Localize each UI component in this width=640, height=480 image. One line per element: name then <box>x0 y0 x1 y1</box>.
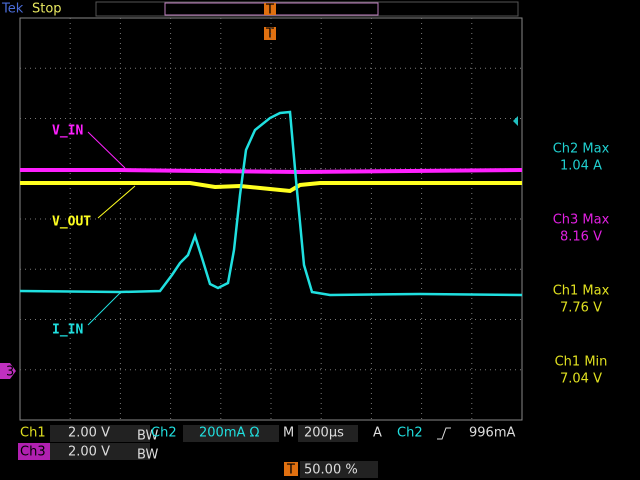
label-v-in: V_IN <box>52 124 83 139</box>
record-bar <box>95 1 519 17</box>
ch3-ref-marker: 3 <box>6 365 14 380</box>
ch3-ref-icon <box>0 363 16 379</box>
label-i-in: I_IN <box>52 323 83 338</box>
timebase-box <box>298 425 358 442</box>
timebase-scale: 200µs <box>304 426 344 441</box>
meas-label: Ch2 Max <box>553 142 610 157</box>
trigger-icon-top <box>264 3 276 15</box>
trigger-pos-value: 50.00 % <box>304 463 358 478</box>
ch2-scale: 200mA Ω <box>199 426 260 441</box>
ch3-name: Ch3 <box>20 445 46 460</box>
trace-i-in <box>19 110 523 297</box>
trace-v-in <box>20 168 523 175</box>
meas-value: 7.04 V <box>560 372 602 387</box>
timebase-name: M <box>283 426 294 441</box>
trigger-slope-icon <box>437 427 451 440</box>
ch2-name: Ch2 <box>151 426 177 441</box>
status-bar: Ch1 2.00 V BW Ch2 200mA Ω M 200µs A Ch2 … <box>18 425 515 478</box>
brand: Tek <box>1 2 24 17</box>
measurements: Ch2 Max 1.04 A Ch3 Max 8.16 V Ch1 Max 7.… <box>553 142 610 387</box>
trigger-source: Ch2 <box>397 426 423 441</box>
run-state: Stop <box>32 2 62 17</box>
trigger-pos-box <box>300 461 378 478</box>
label-v-out: V_OUT <box>52 215 91 230</box>
trigger-level-marker <box>513 116 518 126</box>
ch3-bw: BW <box>137 448 158 463</box>
trigger-mode: A <box>373 426 382 441</box>
trace-v-out <box>20 181 522 194</box>
meas-label: Ch1 Max <box>553 284 610 299</box>
meas-label: Ch1 Min <box>555 355 608 370</box>
ch3-scale: 2.00 V <box>68 445 110 460</box>
trigger-marker-top: T <box>265 3 274 18</box>
leader-v-in <box>87 131 126 169</box>
leader-i-in <box>87 292 121 326</box>
ch1-scale: 2.00 V <box>68 426 110 441</box>
ch3-name-box <box>18 443 50 460</box>
meas-value: 8.16 V <box>560 230 602 245</box>
trigger-pos-icon-box <box>284 462 298 476</box>
trigger-level: 996mA <box>469 426 515 441</box>
ch1-name: Ch1 <box>20 426 46 441</box>
trigger-icon <box>264 27 276 40</box>
ch1-bw: BW <box>137 429 158 444</box>
meas-value: 7.76 V <box>560 301 602 316</box>
leader-v-out <box>97 185 136 219</box>
trigger-marker: T <box>265 27 274 42</box>
meas-value: 1.04 A <box>560 159 602 174</box>
ch3-box <box>50 443 150 460</box>
trigger-pos-icon: T <box>286 463 295 478</box>
ch2-box <box>183 425 279 442</box>
meas-label: Ch3 Max <box>553 213 610 228</box>
ch1-box <box>50 425 150 442</box>
